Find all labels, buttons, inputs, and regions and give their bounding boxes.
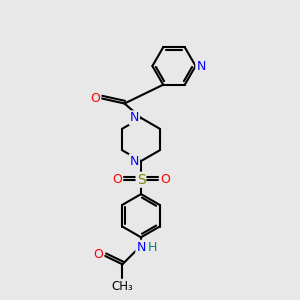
Text: S: S — [136, 173, 146, 187]
Text: CH₃: CH₃ — [112, 280, 133, 293]
Text: N: N — [136, 241, 146, 254]
Text: H: H — [148, 241, 157, 254]
Text: O: O — [160, 173, 170, 186]
Text: N: N — [130, 154, 139, 168]
Text: O: O — [112, 173, 122, 186]
Text: N: N — [196, 59, 206, 73]
Text: N: N — [130, 111, 139, 124]
Text: O: O — [91, 92, 100, 105]
Text: O: O — [94, 248, 103, 261]
